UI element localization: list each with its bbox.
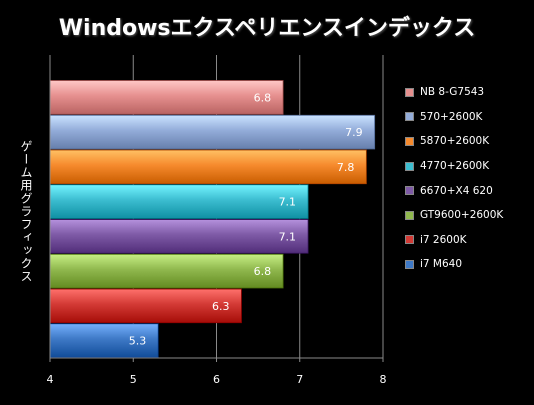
legend-swatch <box>405 259 414 269</box>
data-label: 7.9 <box>345 126 363 139</box>
x-tick-label: 8 <box>380 373 387 386</box>
legend-swatch <box>405 112 414 122</box>
bar <box>49 80 284 115</box>
chart-title: Windowsエクスペリエンスインデックス <box>58 16 476 41</box>
x-tick-label: 7 <box>296 373 303 386</box>
bar <box>49 114 376 150</box>
bar <box>49 288 242 324</box>
legend-label: GT9600+2600K <box>420 209 504 222</box>
bar <box>49 184 309 219</box>
legend-swatch <box>405 186 414 196</box>
x-tick-label: 4 <box>47 373 54 386</box>
legend-label: i7 2600K <box>420 233 467 246</box>
legend-item: NB 8-G7543 <box>405 80 533 105</box>
legend-item: i7 2600K <box>405 228 533 253</box>
bar <box>49 253 284 289</box>
data-label: 7.1 <box>279 230 297 243</box>
legend-swatch <box>405 87 414 97</box>
data-label: 6.3 <box>212 300 230 313</box>
legend-label: 4770+2600K <box>420 160 490 173</box>
x-tick-label: 6 <box>213 373 220 386</box>
legend-label: 570+2600K <box>420 110 483 123</box>
bar <box>49 323 159 358</box>
legend-item: 6670+X4 620 <box>405 178 533 203</box>
legend-item: 4770+2600K <box>405 154 533 179</box>
legend-swatch <box>405 161 414 171</box>
legend-swatch <box>405 210 414 220</box>
bar <box>49 219 309 254</box>
data-label: 7.1 <box>279 196 297 209</box>
legend-label: NB 8-G7543 <box>420 86 485 99</box>
data-label: 6.8 <box>254 265 272 278</box>
legend: NB 8-G7543 570+2600K 5870+2600K 4770+2600K 6… <box>405 80 533 277</box>
data-label: 7.8 <box>337 161 355 174</box>
legend-item: 5870+2600K <box>405 129 533 154</box>
y-axis-label: ゲーム用グラフィックス <box>19 140 33 283</box>
legend-item: GT9600+2600K <box>405 203 533 228</box>
data-label: 5.3 <box>129 335 147 348</box>
legend-swatch <box>405 136 414 146</box>
legend-item: i7 M640 <box>405 252 533 277</box>
x-tick-label: 5 <box>130 373 137 386</box>
legend-label: 6670+X4 620 <box>420 184 493 197</box>
legend-label: i7 M640 <box>420 258 463 271</box>
bar <box>49 149 367 185</box>
legend-swatch <box>405 235 414 245</box>
legend-label: 5870+2600K <box>420 135 490 148</box>
legend-item: 570+2600K <box>405 105 533 130</box>
data-label: 6.8 <box>254 91 272 104</box>
